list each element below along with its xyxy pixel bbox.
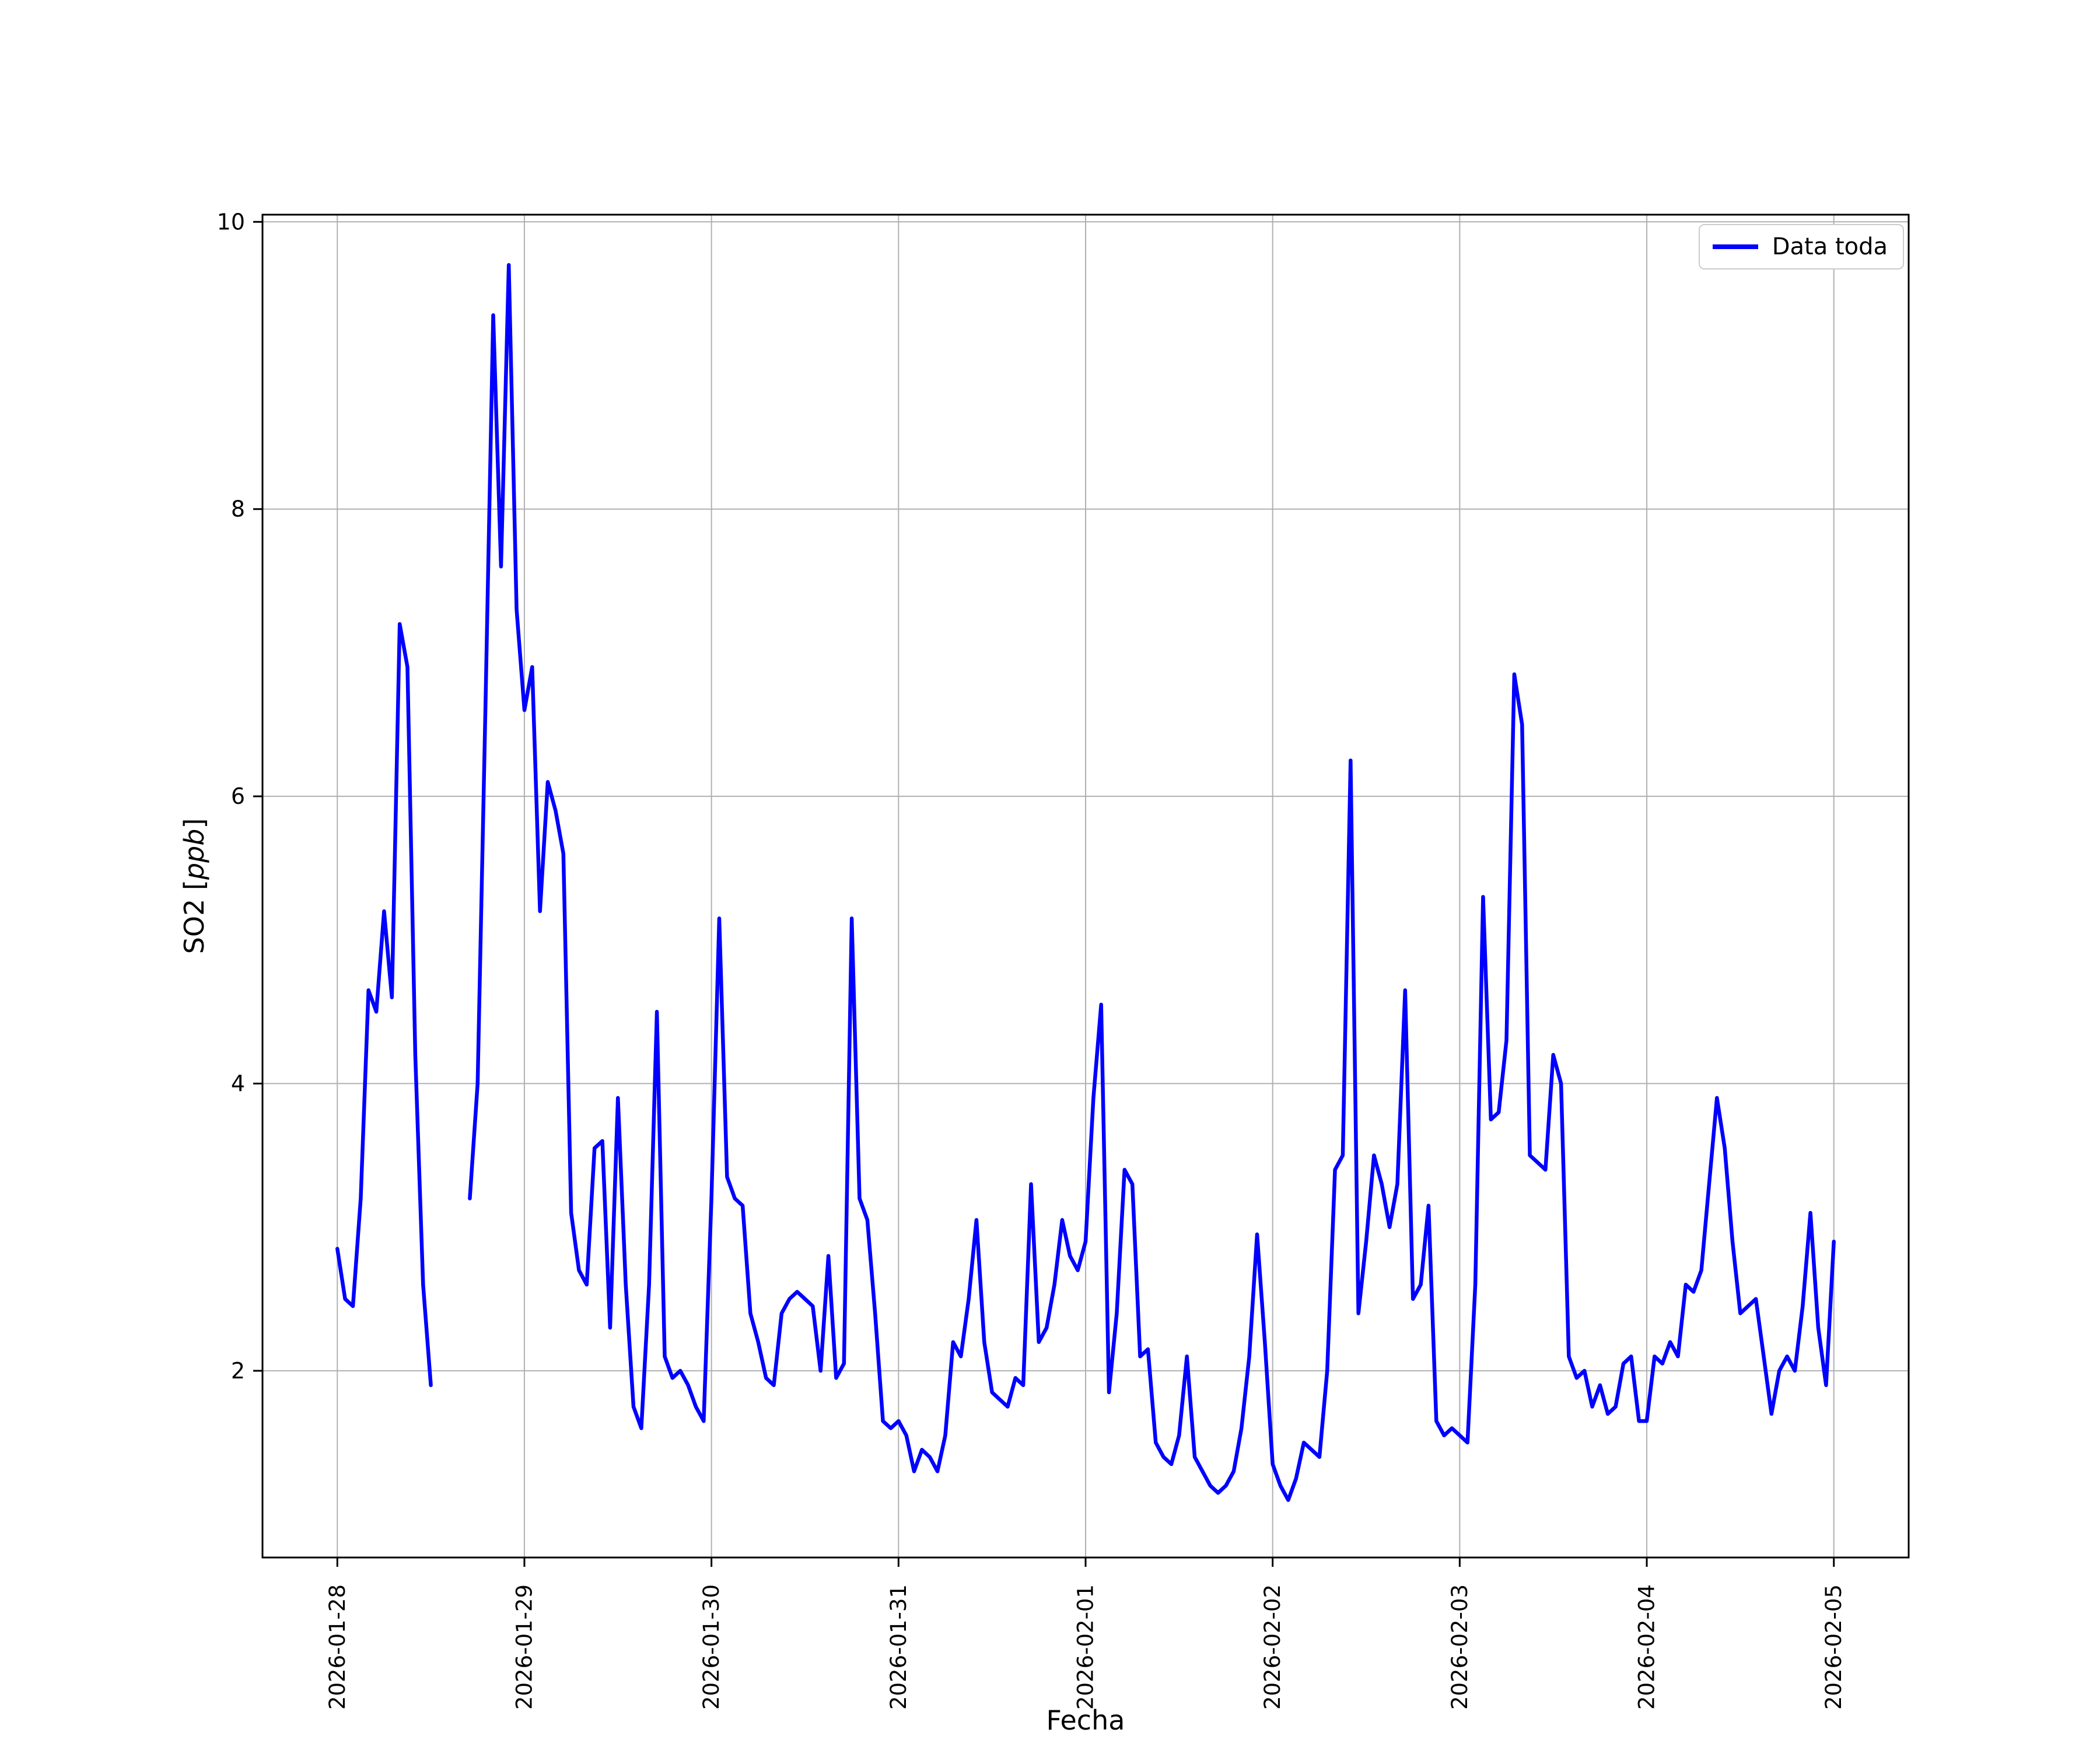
y-tick-label: 4 (231, 1071, 245, 1097)
y-tick-label: 10 (217, 209, 245, 235)
y-axis-label: SO2 [ppb] (178, 818, 210, 954)
y-tick-label: 6 (231, 783, 245, 809)
y-tick-label: 2 (231, 1358, 245, 1384)
y-tick-label: 8 (231, 496, 245, 522)
x-tick-label: 2026-02-04 (1634, 1584, 1660, 1710)
x-tick-label: 2026-01-31 (886, 1584, 911, 1710)
x-axis-label: Fecha (1046, 1704, 1125, 1736)
legend-line-sample (1712, 244, 1758, 249)
legend: Data toda (1698, 224, 1904, 270)
x-tick-label: 2026-02-05 (1821, 1584, 1846, 1710)
data-line (468, 262, 1836, 1502)
axes-frame (261, 214, 1910, 1559)
x-tick-label: 2026-02-03 (1447, 1584, 1472, 1710)
x-tick-label: 2026-01-28 (325, 1584, 350, 1710)
legend-label: Data toda (1772, 233, 1888, 260)
x-tick-label: 2026-02-02 (1260, 1584, 1285, 1710)
y-axis-label-suffix: ] (178, 818, 210, 829)
y-axis-label-unit: ppb (178, 828, 210, 880)
x-tick-label: 2026-02-01 (1073, 1584, 1098, 1710)
y-axis-label-prefix: SO2 [ (178, 880, 210, 954)
x-tick-label: 2026-01-30 (699, 1584, 724, 1710)
x-tick-label: 2026-01-29 (512, 1584, 537, 1710)
data-line (335, 622, 433, 1387)
